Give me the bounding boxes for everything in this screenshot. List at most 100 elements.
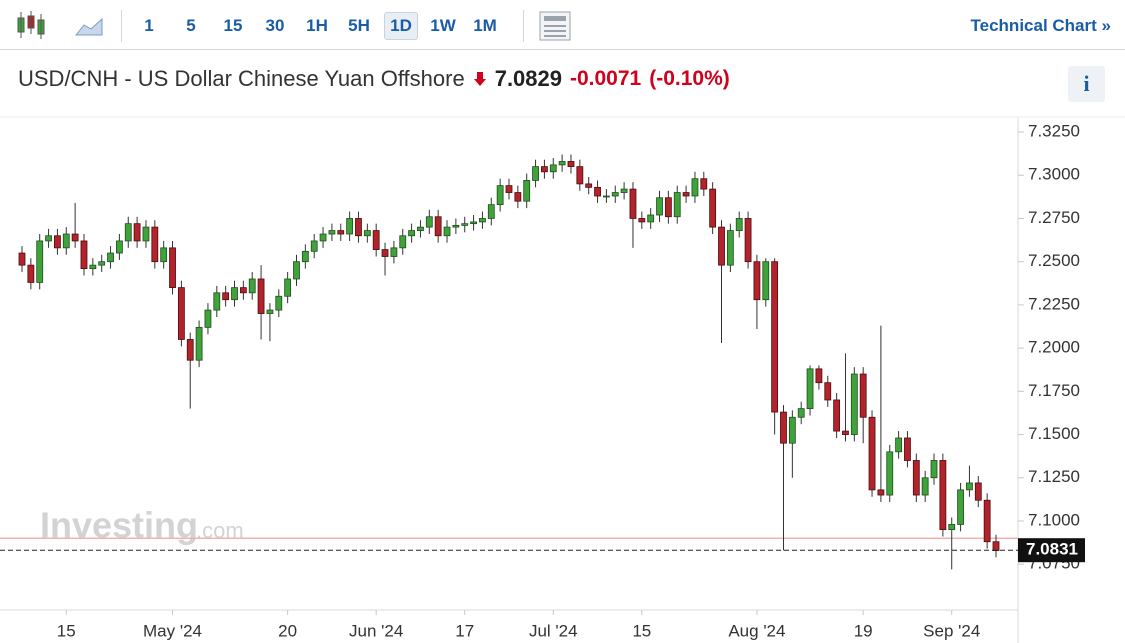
interval-button[interactable]: 5H [348, 16, 370, 35]
candle-body [231, 287, 238, 301]
watermark-suffix: .com [196, 518, 244, 543]
candle-body [957, 489, 964, 525]
candle-body [417, 226, 424, 231]
candle-body [647, 214, 655, 223]
candle-body [124, 223, 132, 242]
x-tick-label: Aug '24 [728, 621, 785, 640]
candle-body [452, 224, 460, 228]
separator [523, 10, 524, 42]
candle-body [310, 240, 318, 252]
down-arrow [473, 72, 486, 86]
candle-body [567, 161, 575, 168]
candle-body [222, 292, 230, 301]
candle-body [142, 226, 150, 242]
candle-body [594, 186, 601, 197]
candle-body [966, 482, 973, 491]
candle-body [788, 416, 796, 444]
y-tick-label: 7.1000 [1028, 510, 1080, 529]
y-tick-label: 7.1250 [1028, 467, 1080, 486]
candle-body [54, 235, 61, 249]
separator [121, 10, 122, 42]
candle-body [611, 192, 619, 197]
candle-body [177, 287, 185, 340]
candle-body [18, 252, 26, 266]
candle-body [753, 261, 761, 301]
candle-body [239, 287, 247, 294]
candle-body [98, 261, 106, 266]
candle-body [71, 233, 79, 242]
interval-button[interactable]: 1 [144, 16, 154, 35]
candle-body [948, 524, 956, 531]
candle-body [585, 183, 593, 188]
layout-icon[interactable] [539, 11, 571, 41]
candle-body [195, 326, 203, 361]
price: 7.0829 [494, 66, 562, 91]
candle-body [337, 230, 345, 235]
candle-body [36, 240, 44, 283]
candle-body [319, 233, 327, 242]
candle-body [762, 261, 770, 301]
candle-body [664, 197, 672, 218]
link-text[interactable]: Technical Chart [970, 16, 1097, 35]
candle-body [355, 218, 362, 237]
candle-body [461, 223, 469, 226]
candle-body [514, 192, 522, 202]
candle-body [213, 292, 221, 311]
x-tick-label: Jul '24 [529, 621, 578, 640]
candle-body [363, 230, 371, 237]
candle-body [160, 247, 168, 263]
info-button[interactable]: i [1068, 66, 1105, 102]
watermark: Investing .com [40, 505, 244, 546]
candle-icon[interactable] [12, 6, 52, 46]
area-icon[interactable] [74, 15, 106, 39]
candle-body [904, 437, 911, 461]
candle-body [470, 221, 477, 225]
candle-body [939, 460, 947, 531]
candle-body [771, 261, 779, 413]
change: -0.0071 [570, 67, 642, 90]
quote-row: USD/CNH - US Dollar Chinese Yuan Offshor… [18, 66, 730, 92]
candle-body [700, 178, 708, 190]
interval-button[interactable]: 1W [430, 16, 456, 35]
link-arrow[interactable]: » [1101, 16, 1111, 35]
candle-body [629, 188, 637, 219]
candle-body [718, 226, 725, 266]
candle-body [301, 250, 309, 263]
toolbar: 1 5 15 30 1H 5H 1D 1W 1M Technical Chart » [0, 0, 1125, 50]
interval-button[interactable]: 1D [384, 12, 418, 40]
candle-body [443, 226, 451, 237]
candle-body [523, 180, 531, 202]
y-tick-label: 7.3000 [1028, 165, 1080, 184]
candle-body [824, 382, 832, 401]
interval-button[interactable]: 5 [186, 16, 196, 35]
candle-body [434, 216, 442, 237]
y-tick-label: 7.2500 [1028, 251, 1080, 270]
candle-body [921, 477, 929, 496]
candle-body [895, 437, 902, 453]
candle-body [691, 178, 699, 197]
interval-button[interactable]: 1M [473, 16, 497, 35]
candle-body [487, 204, 495, 219]
candle-body [328, 230, 336, 235]
instrument-title: USD/CNH - US Dollar Chinese Yuan Offshor… [18, 66, 465, 91]
interval-button[interactable]: 30 [265, 16, 285, 35]
candle-body [390, 247, 398, 257]
y-tick-label: 7.3250 [1028, 122, 1080, 141]
last-price-label: 7.0831 [1026, 540, 1078, 559]
interval-button[interactable]: 15 [223, 16, 243, 35]
candle-body [859, 373, 867, 418]
candle-body [833, 399, 841, 432]
y-tick-label: 7.2250 [1028, 294, 1080, 313]
y-tick-label: 7.1750 [1028, 381, 1080, 400]
interval-button[interactable]: 1H [306, 16, 328, 35]
candle-body [930, 460, 938, 479]
technical-chart-link[interactable]: Technical Chart » [971, 16, 1111, 36]
x-tick-label: May '24 [143, 621, 202, 640]
x-tick-label: Sep '24 [923, 621, 980, 640]
candle-body [806, 368, 814, 410]
candle-body [346, 218, 354, 235]
candle-body [912, 460, 920, 496]
candle-body [992, 541, 1000, 551]
